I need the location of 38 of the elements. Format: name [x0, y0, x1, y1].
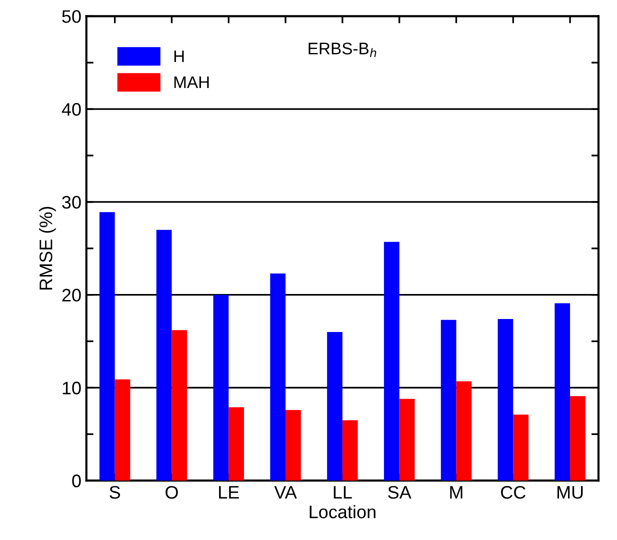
legend-label: MAH — [174, 76, 209, 88]
bar — [498, 318, 514, 481]
y-tick-label: 50 — [62, 10, 81, 23]
x-tick-label: M — [450, 486, 462, 499]
y-tick-label: 10 — [62, 382, 81, 394]
bar — [554, 303, 570, 481]
bar — [342, 420, 358, 481]
y-tick-label: 40 — [62, 103, 81, 116]
y-tick-label: 0 — [72, 474, 81, 488]
bar — [270, 273, 286, 481]
x-tick-label: S — [110, 486, 120, 499]
x-axis-title: Location — [310, 505, 376, 518]
bar — [228, 407, 244, 481]
x-tick-label: VA — [274, 486, 297, 499]
bar — [456, 381, 472, 481]
x-tick-label: LL — [334, 486, 352, 499]
x-tick-label: LE — [219, 486, 239, 499]
text: ERBS-B$_{h}$ — [308, 42, 376, 58]
bar — [440, 320, 456, 481]
bar — [327, 332, 342, 481]
x-tick-label: MU — [557, 486, 583, 499]
y-tick-label: 20 — [62, 288, 81, 302]
y-axis-title: RMSE (%) — [39, 206, 56, 290]
x-tick-label: SA — [388, 486, 412, 499]
y-tick-label: 30 — [62, 196, 81, 209]
bar — [513, 414, 528, 481]
bar — [114, 379, 130, 481]
x-tick-label: CC — [501, 486, 526, 499]
bar — [99, 212, 115, 481]
bar — [213, 294, 229, 481]
x-tick-label: O — [166, 486, 178, 499]
bar — [286, 410, 301, 481]
bar — [156, 230, 172, 481]
bar — [172, 330, 188, 481]
bar — [384, 242, 400, 481]
bar — [399, 398, 415, 481]
bar — [570, 396, 586, 481]
legend-label: H — [174, 50, 184, 62]
